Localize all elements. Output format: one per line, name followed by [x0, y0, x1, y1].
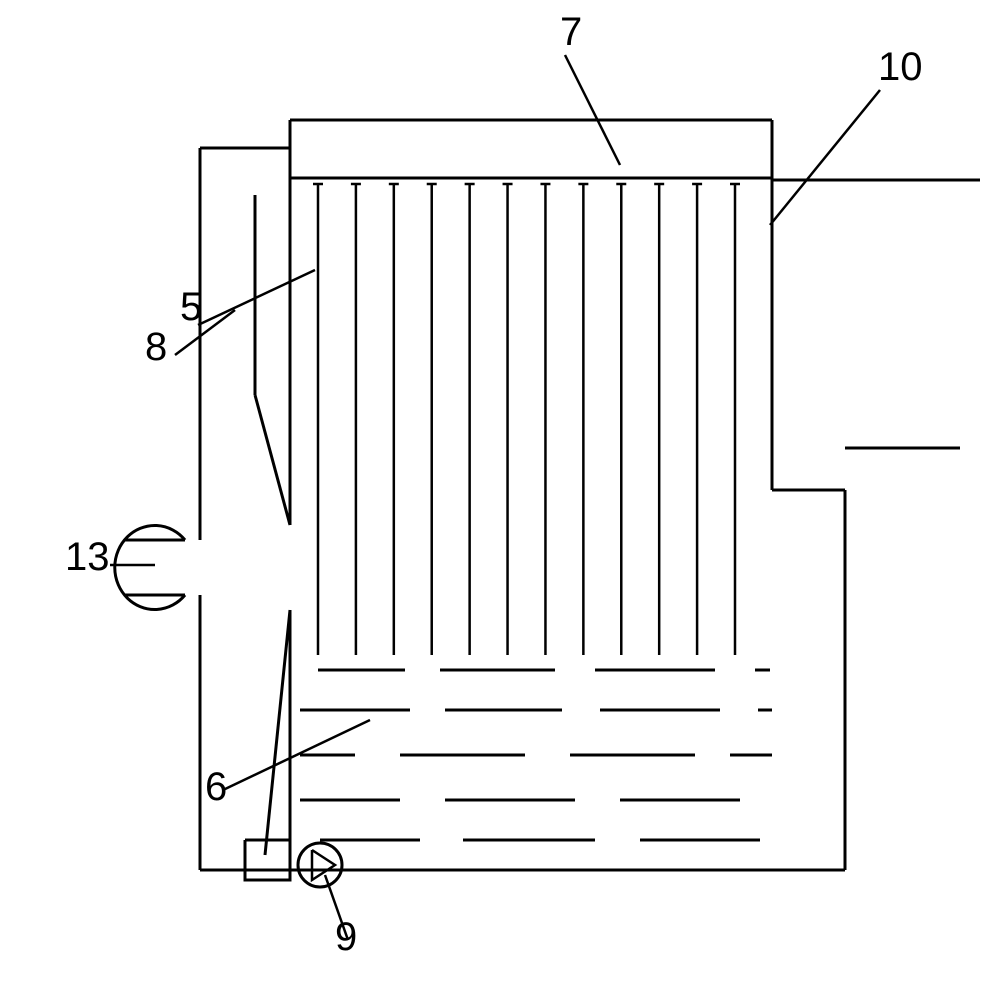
callout-label-13: 13 [65, 535, 110, 579]
callout-label-5: 5 [180, 285, 202, 329]
technical-diagram: 7 10 58 13 6 9 [0, 0, 1000, 990]
callout-label-10: 10 [878, 45, 923, 89]
callout-label-8: 8 [145, 325, 167, 369]
callout-label-6: 6 [205, 765, 227, 809]
callout-label-7: 7 [560, 10, 582, 54]
callout-label-9: 9 [335, 915, 357, 959]
